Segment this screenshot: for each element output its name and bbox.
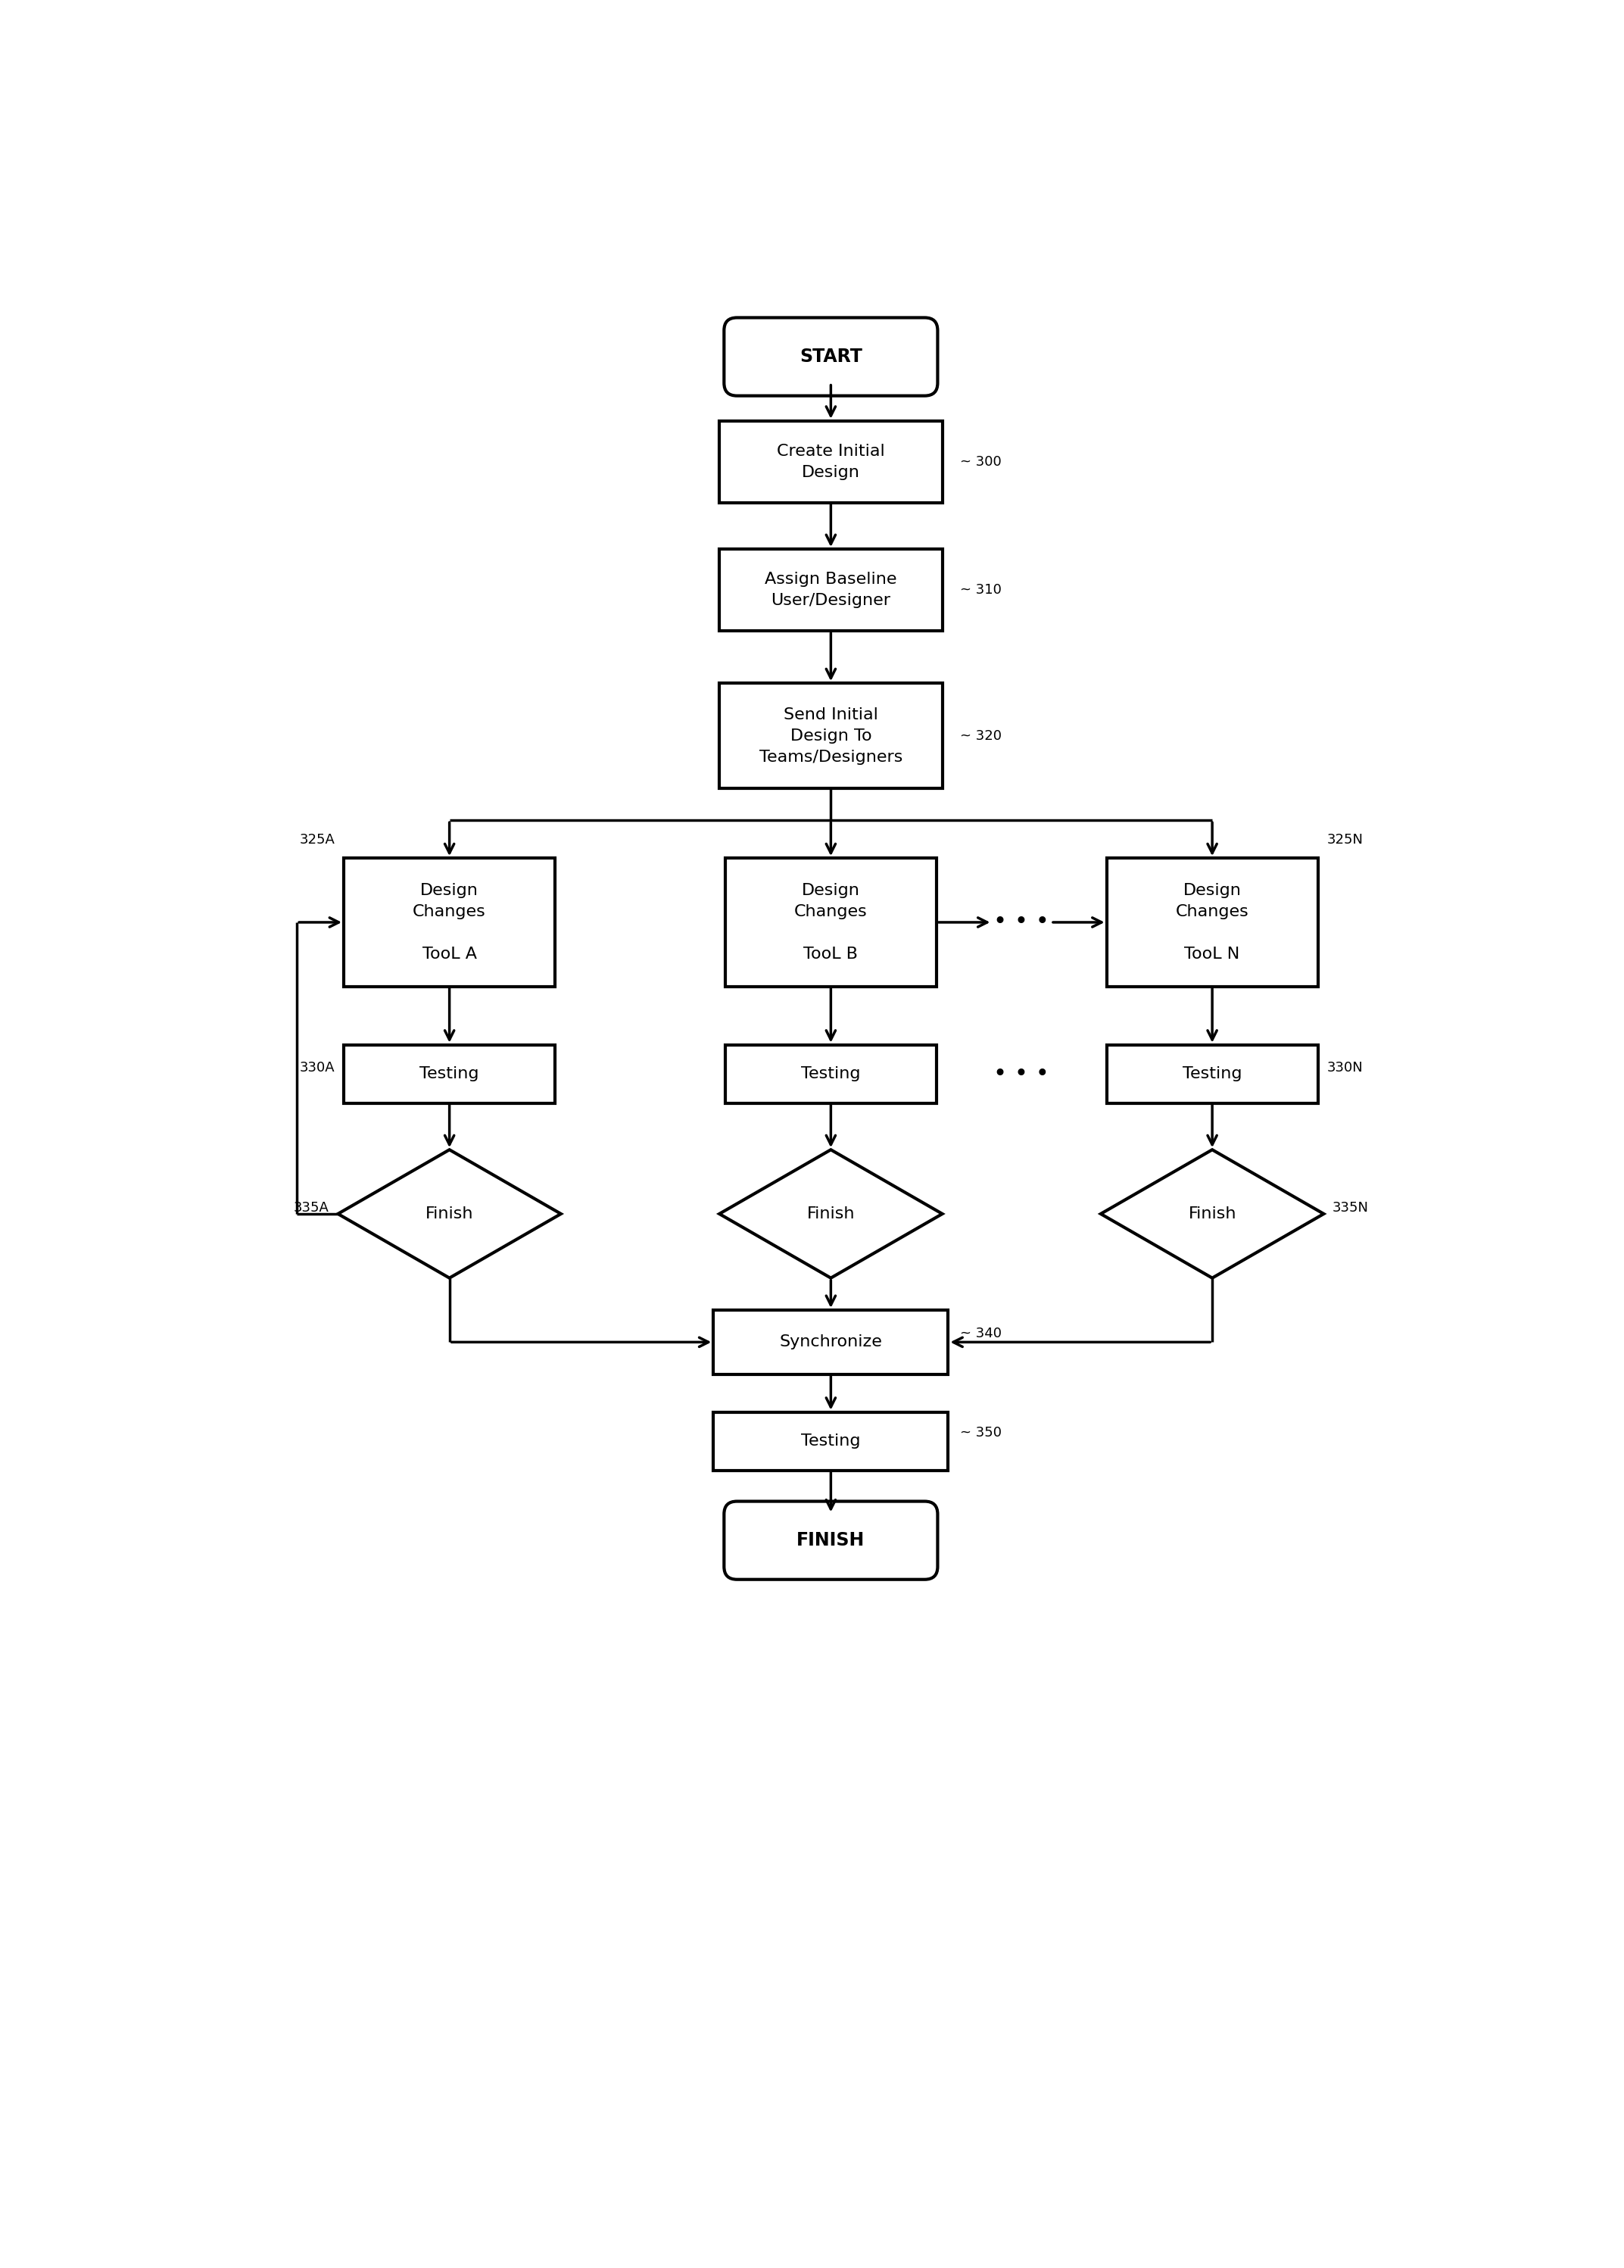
Text: Design
Changes

TooL A: Design Changes TooL A [412,882,486,962]
FancyBboxPatch shape [724,1501,937,1579]
Text: ~ 310: ~ 310 [960,583,1002,596]
Bar [1106,1046,1317,1102]
Bar [713,1311,948,1374]
Polygon shape [1101,1150,1324,1277]
Bar [726,857,937,987]
Text: Testing: Testing [801,1433,861,1449]
Text: ~ 350: ~ 350 [960,1427,1002,1440]
Text: Create Initial
Design: Create Initial Design [776,445,885,481]
Bar [719,683,942,789]
Text: Synchronize: Synchronize [780,1334,882,1349]
Text: 330A: 330A [300,1061,335,1075]
FancyBboxPatch shape [724,318,937,397]
Text: ~ 340: ~ 340 [960,1327,1002,1340]
Text: FINISH: FINISH [797,1531,866,1549]
Text: • • •: • • • [994,912,1049,934]
Text: Design
Changes

TooL B: Design Changes TooL B [794,882,867,962]
Text: Assign Baseline
User/Designer: Assign Baseline User/Designer [765,572,896,608]
Text: ~ 320: ~ 320 [960,728,1002,742]
Text: Finish: Finish [807,1207,854,1222]
Polygon shape [338,1150,560,1277]
Bar [1106,857,1317,987]
Text: 325A: 325A [299,832,335,846]
Text: Testing: Testing [1182,1066,1242,1082]
Bar [719,422,942,503]
Text: Send Initial
Design To
Teams/Designers: Send Initial Design To Teams/Designers [758,708,903,764]
Text: START: START [799,347,862,365]
Text: • • •: • • • [994,1064,1049,1084]
Text: Testing: Testing [419,1066,479,1082]
Text: Finish: Finish [425,1207,474,1222]
Text: 330N: 330N [1327,1061,1363,1075]
Bar [344,857,555,987]
Text: 335A: 335A [294,1202,330,1216]
Text: 325N: 325N [1327,832,1363,846]
Bar [719,549,942,631]
Text: Design
Changes

TooL N: Design Changes TooL N [1176,882,1249,962]
Bar [726,1046,937,1102]
Polygon shape [719,1150,942,1277]
Text: 335N: 335N [1333,1202,1369,1216]
Text: Finish: Finish [1189,1207,1236,1222]
Text: ~ 300: ~ 300 [960,456,1002,469]
Text: Testing: Testing [801,1066,861,1082]
Bar [713,1413,948,1470]
Bar [344,1046,555,1102]
